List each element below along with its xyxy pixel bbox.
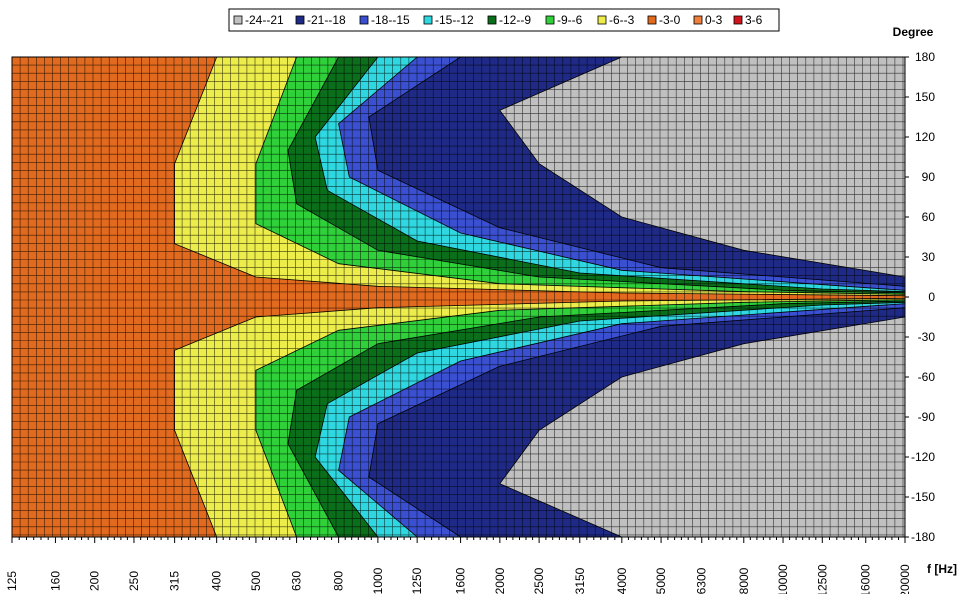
legend-swatch xyxy=(693,15,703,25)
y-tick-label: -120 xyxy=(911,450,935,464)
y-tick-label: 0 xyxy=(928,290,935,304)
y-axis: 180 150 120 90 60 30 0 -30 -60 -90 -120 -150 -180 xyxy=(905,50,935,544)
x-tick-label: 4000 xyxy=(615,567,629,594)
y-tick-label: 120 xyxy=(915,130,935,144)
x-tick-label: 125 xyxy=(5,571,19,591)
x-tick-label: 10000 xyxy=(776,564,790,594)
legend-item: 0-3 xyxy=(693,13,723,27)
x-tick-label: 2000 xyxy=(493,567,507,594)
x-minor-ticks xyxy=(18,537,899,540)
y-tick-label: -180 xyxy=(911,530,935,544)
plot-area xyxy=(12,57,905,537)
x-tick-label: 200 xyxy=(88,571,102,591)
legend-box xyxy=(228,8,780,32)
x-tick-label: 800 xyxy=(332,571,346,591)
x-tick-label: 500 xyxy=(249,571,263,591)
y-tick-label: 150 xyxy=(915,90,935,104)
legend-label: 0-3 xyxy=(705,13,723,27)
y-axis-label: Degree xyxy=(893,25,934,39)
contour-band--24--21 xyxy=(499,57,905,537)
legend-swatch xyxy=(359,15,369,25)
legend-swatch xyxy=(733,15,743,25)
legend: -24--21 -21--18 -18--15 -15--12 -12--9 -9--6 -… xyxy=(228,8,780,32)
x-tick-label: 16000 xyxy=(859,564,873,594)
y-tick-label: 30 xyxy=(922,250,936,264)
legend-item: -15--12 xyxy=(423,13,474,27)
legend-label: -12--9 xyxy=(499,13,531,27)
x-tick-label: 2500 xyxy=(532,567,546,594)
legend-item: -24--21 xyxy=(233,13,284,27)
legend-item: -6--3 xyxy=(597,13,635,27)
legend-swatch xyxy=(487,15,497,25)
x-tick-label: 3150 xyxy=(573,567,587,594)
legend-item: -3-0 xyxy=(647,13,681,27)
x-axis: 125 160 200 250 315 400 500 630 800 1000 1250 1600 2… xyxy=(5,537,912,594)
x-tick-label: 20000 xyxy=(898,564,912,594)
legend-swatch xyxy=(647,15,657,25)
x-tick-label: 1000 xyxy=(371,567,385,594)
legend-swatch xyxy=(423,15,433,25)
grid-lines xyxy=(12,57,905,537)
legend-swatch xyxy=(233,15,243,25)
x-tick-label: 6300 xyxy=(695,567,709,594)
contour-bands xyxy=(174,57,905,537)
y-tick-label: -30 xyxy=(918,330,936,344)
x-tick-label: 1250 xyxy=(410,567,424,594)
x-tick-label: 400 xyxy=(210,571,224,591)
legend-swatch xyxy=(295,15,305,25)
legend-item: -21--18 xyxy=(295,13,346,27)
y-tick-label: -60 xyxy=(918,370,936,384)
x-tick-label: 630 xyxy=(290,571,304,591)
legend-label: -21--18 xyxy=(307,13,346,27)
legend-swatch xyxy=(597,15,607,25)
legend-label: -6--3 xyxy=(609,13,635,27)
y-tick-label: -90 xyxy=(918,410,936,424)
x-tick-label: 5000 xyxy=(654,567,668,594)
legend-label: -24--21 xyxy=(245,13,284,27)
legend-label: -9--6 xyxy=(557,13,583,27)
legend-item: 3-6 xyxy=(733,13,763,27)
legend-item: -9--6 xyxy=(545,13,583,27)
legend-label: -15--12 xyxy=(435,13,474,27)
y-tick-label: 90 xyxy=(922,170,936,184)
x-tick-label: 12500 xyxy=(815,564,829,594)
legend-swatch xyxy=(545,15,555,25)
x-axis-label: f [Hz] xyxy=(927,562,957,576)
x-tick-label: 250 xyxy=(127,571,141,591)
y-tick-label: 180 xyxy=(915,50,935,64)
x-tick-label: 315 xyxy=(168,571,182,591)
legend-item: -12--9 xyxy=(487,13,531,27)
legend-item: -18--15 xyxy=(359,13,410,27)
x-tick-label: 160 xyxy=(48,571,62,591)
legend-label: 3-6 xyxy=(745,13,763,27)
x-tick-label: 1600 xyxy=(454,567,468,594)
legend-label: -3-0 xyxy=(659,13,681,27)
legend-label: -18--15 xyxy=(371,13,410,27)
y-tick-label: -150 xyxy=(911,490,935,504)
grid xyxy=(12,57,905,537)
x-tick-label: 8000 xyxy=(737,567,751,594)
y-tick-label: 60 xyxy=(922,210,936,224)
